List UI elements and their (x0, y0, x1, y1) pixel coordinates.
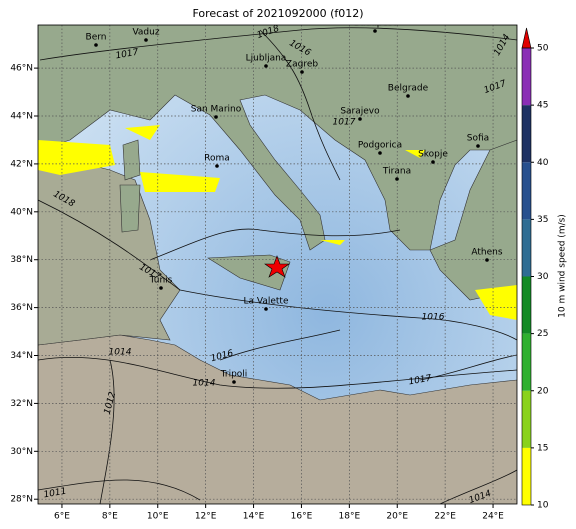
city-dot (300, 70, 304, 74)
colorbar-tick-label: 25 (537, 329, 548, 339)
y-tick-label: 36°N (10, 303, 33, 313)
isobar-label: 1017 (408, 374, 433, 388)
city-label: Tripoli (220, 370, 248, 380)
land-africa (38, 334, 517, 504)
city-label: Skopje (418, 150, 448, 160)
city-label: Zagreb (286, 60, 318, 70)
x-tick-label: 24°E (482, 512, 504, 522)
colorbar-segment (522, 105, 531, 163)
city-dot (406, 94, 410, 98)
colorbar-tick-label: 30 (537, 272, 549, 282)
wind-highlight (38, 125, 517, 320)
colorbar-extend (521, 27, 532, 49)
y-tick-label: 28°N (10, 495, 33, 505)
city-label: Budapest (354, 19, 397, 29)
colorbar-segment (522, 276, 531, 334)
y-tick-label: 30°N (10, 447, 33, 457)
forecast-point (264, 255, 290, 278)
grid (38, 25, 517, 504)
city-dot (373, 29, 377, 33)
city-label: La Valette (244, 297, 289, 307)
city-label: Athens (471, 248, 502, 258)
colorbar-tick-label: 35 (537, 215, 548, 225)
city-label: Tunis (149, 276, 173, 286)
colorbar-tick-label: 10 (537, 501, 549, 511)
land-north (38, 25, 517, 301)
islands (119, 139, 141, 233)
map-frame (37, 24, 518, 505)
city-label: Tirana (382, 167, 411, 177)
map-title: Forecast of 2021092000 (f012) (192, 7, 363, 20)
x-tick-label: 22°E (434, 512, 456, 522)
colorbar-tick-label: 40 (537, 158, 549, 168)
x-tick-label: 16°E (291, 512, 313, 522)
isobar-label: 1017 (333, 118, 356, 128)
colorbar-segment (522, 447, 531, 505)
colorbar: 10 15 20 25 30 35 40 45 50 10 m wind speed (m/s) (521, 27, 568, 511)
city-label: Sofia (467, 134, 489, 144)
colorbar-tick-label: 15 (537, 443, 548, 453)
x-tick-label: 12°E (195, 512, 217, 522)
x-tick-label: 14°E (243, 512, 265, 522)
y-tick-label: 38°N (10, 255, 33, 265)
isobar-label: 1014 (109, 348, 132, 358)
colorbar-segment (522, 219, 531, 277)
city-label: Ljubljana (246, 54, 287, 64)
isobar-label: 1014 (193, 379, 216, 389)
city-label: Podgorica (358, 141, 402, 151)
city-dot (232, 380, 236, 384)
isobar-label: 1017 (115, 48, 140, 62)
city-label: Bern (86, 33, 107, 43)
city-dot (485, 258, 489, 262)
y-tick-label: 42°N (10, 159, 33, 169)
y-tick-label: 34°N (10, 351, 33, 361)
x-tick-label: 6°E (54, 512, 70, 522)
colorbar-segment (522, 162, 531, 220)
x-tick-label: 8°E (102, 512, 118, 522)
city-dot (264, 307, 268, 311)
x-tick-label: 10°E (147, 512, 169, 522)
city-dot (431, 160, 435, 164)
city-label: Roma (204, 154, 230, 164)
city-dot (144, 38, 148, 42)
axes: 6°E 8°E 10°E 12°E 14°E 16°E 18°E 20°E 22°E 24°E 28… (10, 64, 504, 522)
colorbar-tick-label: 50 (537, 44, 549, 54)
city-dot (215, 164, 219, 168)
x-tick-label: 20°E (386, 512, 408, 522)
colorbar-segment (522, 333, 531, 391)
city-label: San Marino (191, 105, 242, 115)
isobar-label: 1016 (422, 313, 445, 323)
city-dot (214, 115, 218, 119)
colorbar-tick-label: 20 (537, 386, 549, 396)
y-tick-label: 32°N (10, 399, 33, 409)
y-tick-label: 40°N (10, 207, 33, 217)
colorbar-segment (522, 390, 531, 448)
city-dot (476, 144, 480, 148)
colorbar-label: 10 m wind speed (m/s) (558, 214, 568, 318)
city-dot (94, 43, 98, 47)
city-dot (358, 117, 362, 121)
x-tick-label: 18°E (339, 512, 361, 522)
colorbar-tick-label: 45 (537, 101, 548, 111)
city-dot (378, 151, 382, 155)
isobars (38, 27, 517, 504)
city-label: Sarajevo (340, 107, 380, 117)
colorbar-segment (522, 48, 531, 106)
city-dot (264, 64, 268, 68)
isobar-label: 1011 (43, 487, 67, 501)
city-label: Vaduz (132, 28, 159, 38)
y-tick-label: 44°N (10, 112, 33, 122)
city-label: Belgrade (388, 84, 429, 94)
y-tick-label: 46°N (10, 64, 33, 74)
city-dot (159, 286, 163, 290)
city-dot (395, 177, 399, 181)
